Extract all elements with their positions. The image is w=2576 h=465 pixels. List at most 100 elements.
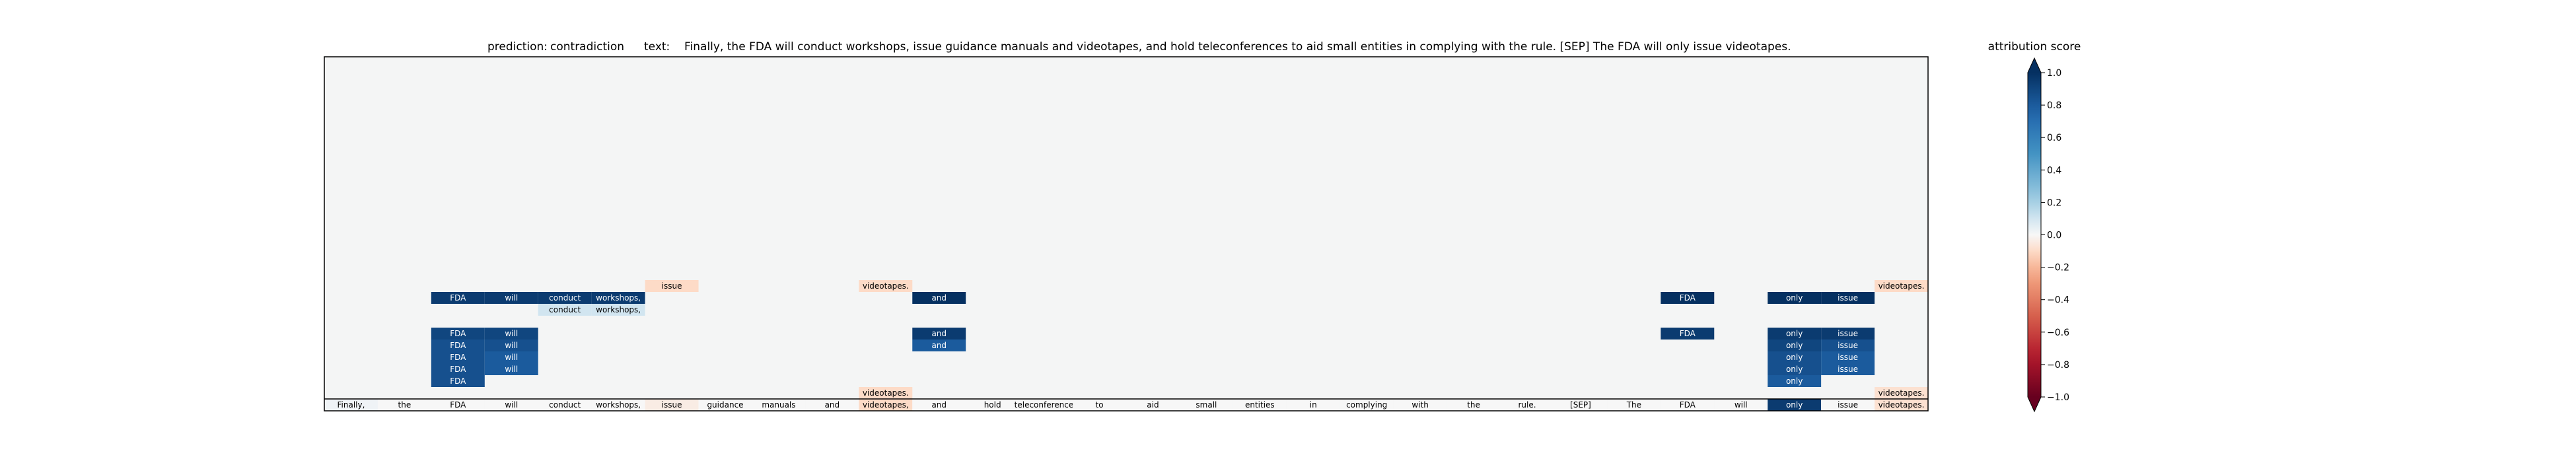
heatmap-cell-label: only: [1786, 293, 1803, 303]
heatmap-cell: [431, 328, 485, 340]
text-label: text:: [644, 40, 670, 54]
heatmap-cell: [912, 340, 966, 351]
token-cell: [1179, 399, 1233, 411]
colorbar: [2028, 73, 2041, 397]
token-cell: [1500, 399, 1554, 411]
token-cell: [1661, 399, 1715, 411]
heatmap-cell-label: FDA: [450, 365, 466, 374]
token-cell-label: and: [825, 400, 840, 410]
token-cell-label: complying: [1346, 400, 1387, 410]
heatmap-cell: [1661, 292, 1715, 304]
heatmap-cell-label: only: [1786, 376, 1803, 386]
heatmap-cell-label: FDA: [450, 329, 466, 338]
heatmap-cell-label: FDA: [450, 376, 466, 386]
heatmap-cell-label: FDA: [450, 341, 466, 350]
token-cell-label: aid: [1147, 400, 1159, 410]
token-cell: [1073, 399, 1126, 411]
token-cell-label: guidance: [707, 400, 743, 410]
heatmap-cell: [431, 340, 485, 351]
heatmap-cell-label: and: [931, 293, 947, 303]
token-cell: [1714, 399, 1768, 411]
heatmap-cell-label: will: [505, 293, 518, 303]
heatmap-cell-label: will: [505, 329, 518, 338]
colorbar-tick-label: −0.6: [2047, 328, 2069, 338]
token-cell-label: teleconferences: [1015, 400, 1078, 410]
token-cell-label: only: [1786, 400, 1803, 410]
heatmap-cell: [591, 304, 645, 316]
token-cell-label: workshops,: [596, 400, 641, 410]
heatmap-border: [324, 56, 1929, 411]
colorbar-tick-label: −1.0: [2047, 392, 2069, 403]
heatmap-cell: [484, 340, 538, 351]
heatmap-cell: [1768, 292, 1822, 304]
token-cell: [1286, 399, 1340, 411]
token-cell: [912, 399, 966, 411]
token-cell-label: conduct: [549, 400, 581, 410]
token-cell-label: with: [1412, 400, 1428, 410]
heatmap-cell: [1768, 363, 1822, 375]
colorbar-tick-label: 0.8: [2047, 100, 2061, 111]
colorbar-tick-label: −0.4: [2047, 295, 2069, 306]
heatmap-cell: [538, 304, 592, 316]
heatmap-cell: [912, 328, 966, 340]
colorbar-tick-label: 0.6: [2047, 133, 2061, 143]
heatmap-cell: [1768, 375, 1822, 387]
token-cell: [1019, 399, 1073, 411]
heatmap-cell: [859, 387, 913, 399]
colorbar-tick-label: 1.0: [2047, 68, 2061, 79]
token-cell-label: The: [1626, 400, 1641, 410]
token-cell: [538, 399, 592, 411]
heatmap-cell-label: only: [1786, 365, 1803, 374]
heatmap-cell: [484, 363, 538, 375]
token-cell-label: videotapes,: [863, 400, 909, 410]
heatmap-cell: [645, 280, 699, 292]
colorbar-tick-label: −0.2: [2047, 263, 2069, 273]
heatmap-cell-label: only: [1786, 341, 1803, 350]
token-cell-label: and: [931, 400, 947, 410]
heatmap-cell: [1821, 292, 1875, 304]
heatmap-cell-label: videotapes.: [1878, 388, 1925, 398]
token-cell-label: to: [1096, 400, 1104, 410]
token-cell-label: the: [1467, 400, 1480, 410]
heatmap-cell-label: videotapes.: [863, 281, 909, 291]
token-cell: [1393, 399, 1447, 411]
heatmap-background: [324, 57, 1928, 411]
heatmap-cell-label: workshops,: [596, 293, 641, 303]
token-cell-label: small: [1196, 400, 1217, 410]
token-cell-label: videotapes.: [1878, 400, 1925, 410]
heatmap-cell-label: and: [931, 341, 947, 350]
token-cell-label: in: [1310, 400, 1317, 410]
heatmap-cell-label: will: [505, 353, 518, 362]
token-cell: [1233, 399, 1287, 411]
token-cell: [484, 399, 538, 411]
token-cell: [966, 399, 1020, 411]
token-cell-label: FDA: [450, 400, 466, 410]
heatmap-cell: [484, 351, 538, 363]
heatmap-cell-label: issue: [1838, 341, 1858, 350]
token-cell: [698, 399, 752, 411]
token-cell-label: issue: [662, 400, 682, 410]
token-cell: [1607, 399, 1661, 411]
token-cell: [324, 399, 378, 411]
token-cell-label: entities: [1245, 400, 1275, 410]
heatmap-cell-label: issue: [662, 281, 682, 291]
heatmap-cell: [484, 328, 538, 340]
heatmap-cell-label: and: [931, 329, 947, 338]
heatmap-cell: [1661, 328, 1715, 340]
heatmap-cell: [431, 375, 485, 387]
colorbar-extend-bottom: [2028, 397, 2041, 411]
token-cell-label: [SEP]: [1570, 400, 1591, 410]
heatmap-cell-label: FDA: [1680, 293, 1696, 303]
token-cell: [1126, 399, 1180, 411]
text-value: Finally, the FDA will conduct workshops,…: [684, 40, 1791, 54]
heatmap-cell: [1821, 363, 1875, 375]
token-cell: [1554, 399, 1608, 411]
heatmap-cell: [1821, 351, 1875, 363]
colorbar-tick-label: 0.2: [2047, 197, 2061, 208]
heatmap-cell: [1875, 280, 1928, 292]
heatmap-cell: [431, 363, 485, 375]
colorbar-tick-label: 0.0: [2047, 231, 2061, 241]
heatmap-cell-label: workshops,: [596, 305, 641, 314]
heatmap-cell: [1821, 328, 1875, 340]
token-cell-label: will: [1735, 400, 1748, 410]
